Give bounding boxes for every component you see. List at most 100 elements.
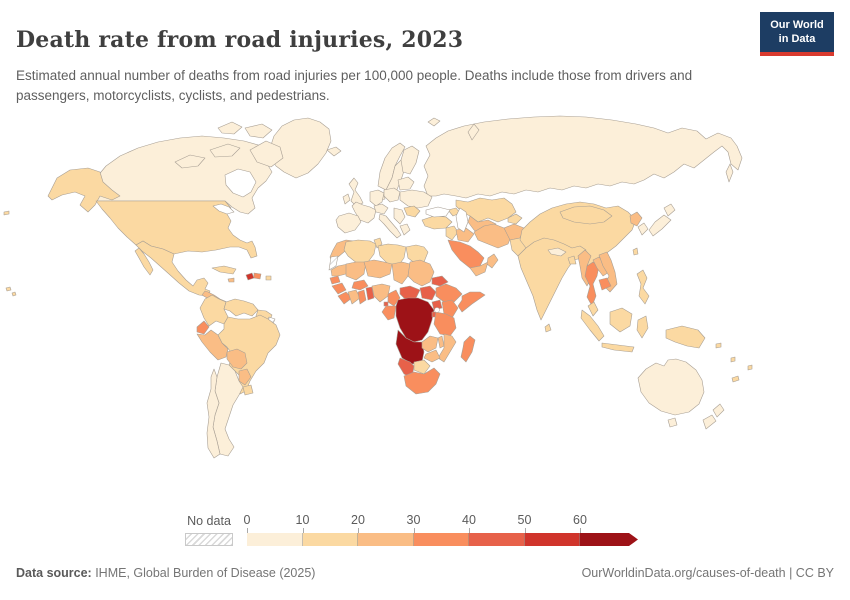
country-eritrea[interactable] [431, 275, 449, 287]
country-botswana[interactable] [413, 359, 431, 375]
legend-bin-0-10[interactable] [247, 533, 303, 546]
country-germany[interactable] [369, 189, 385, 207]
country-japan-hokkaido[interactable] [663, 203, 676, 217]
country-togo-benin[interactable] [365, 286, 375, 301]
country-nigeria[interactable] [371, 283, 391, 303]
country-new-caledonia[interactable] [731, 375, 740, 383]
country-yemen[interactable] [469, 261, 489, 277]
country-hawaii[interactable] [5, 286, 17, 297]
country-south-korea[interactable] [637, 222, 649, 236]
country-usa[interactable] [95, 200, 258, 259]
country-algeria[interactable] [343, 239, 377, 265]
country-chile[interactable] [206, 368, 221, 459]
country-greece[interactable] [399, 223, 411, 236]
country-ukraine[interactable] [399, 189, 433, 209]
country-novaya-zemlya[interactable] [467, 123, 480, 141]
country-dominican-republic[interactable] [253, 272, 262, 280]
country-canada-arctic-1[interactable] [174, 154, 206, 169]
country-saudi-arabia[interactable] [447, 239, 485, 269]
country-japan-honshu[interactable] [648, 214, 672, 237]
legend-bin-40-50[interactable] [469, 533, 525, 546]
country-canada-arctic-3[interactable] [244, 123, 273, 139]
country-kenya[interactable] [441, 299, 459, 319]
owid-logo[interactable]: Our World in Data [760, 12, 834, 56]
country-zambia[interactable] [421, 335, 439, 353]
country-senegal[interactable] [329, 275, 341, 285]
country-equatorial-guinea[interactable] [383, 301, 389, 307]
country-peru[interactable] [196, 329, 229, 361]
country-north-korea[interactable] [629, 211, 643, 227]
country-cuba[interactable] [211, 265, 237, 275]
country-tanzania[interactable] [433, 311, 457, 337]
country-sulawesi[interactable] [636, 315, 649, 339]
country-fiji[interactable] [747, 364, 753, 371]
country-vietnam[interactable] [598, 251, 618, 293]
country-romania[interactable] [403, 205, 421, 218]
country-poland[interactable] [383, 187, 401, 203]
country-egypt[interactable] [405, 244, 429, 265]
country-guinea[interactable] [331, 282, 347, 295]
country-chad[interactable] [391, 261, 411, 285]
country-libya[interactable] [377, 243, 407, 267]
country-alaska[interactable] [47, 167, 121, 213]
country-nepal[interactable] [547, 247, 567, 257]
country-zimbabwe[interactable] [423, 349, 441, 363]
country-ghana[interactable] [357, 289, 367, 305]
country-sudan[interactable] [407, 259, 435, 287]
country-russia[interactable] [423, 115, 743, 199]
country-central-europe[interactable] [373, 203, 389, 215]
country-sumatra[interactable] [580, 309, 605, 342]
country-new-zealand-north[interactable] [712, 403, 725, 418]
country-mali[interactable] [345, 261, 367, 281]
country-uruguay[interactable] [242, 384, 254, 396]
country-taiwan[interactable] [632, 247, 639, 256]
country-angola[interactable] [395, 329, 425, 365]
country-madagascar[interactable] [460, 335, 476, 363]
country-uganda[interactable] [431, 299, 443, 311]
country-bangladesh[interactable] [567, 255, 577, 265]
country-vanuatu[interactable] [730, 356, 736, 363]
country-kyrgyz-tajik[interactable] [507, 213, 523, 225]
country-venezuela[interactable] [223, 298, 259, 317]
country-jamaica[interactable] [227, 277, 235, 283]
country-sri-lanka[interactable] [544, 323, 552, 333]
country-mexico-baja[interactable] [134, 247, 154, 276]
legend-bin-10-20[interactable] [302, 533, 358, 546]
legend-bin-60+[interactable] [580, 533, 638, 546]
country-canada-arctic-2[interactable] [209, 143, 241, 158]
country-ethiopia[interactable] [435, 283, 463, 303]
country-canada-baffin[interactable] [249, 140, 284, 168]
country-solomon[interactable] [715, 342, 722, 349]
country-france[interactable] [351, 201, 377, 224]
country-uk[interactable] [348, 177, 364, 207]
country-cambodia[interactable] [598, 277, 612, 291]
country-niger[interactable] [363, 259, 393, 279]
country-mexico[interactable] [135, 240, 211, 297]
country-somalia[interactable] [457, 291, 486, 313]
country-drc[interactable] [395, 297, 435, 343]
legend-no-data-swatch[interactable] [185, 533, 233, 546]
country-canada-arctic-4[interactable] [217, 121, 243, 135]
country-bolivia[interactable] [226, 348, 248, 370]
country-sakhalin[interactable] [725, 163, 734, 183]
country-finland[interactable] [400, 145, 420, 175]
country-new-guinea[interactable] [665, 325, 706, 349]
country-borneo[interactable] [609, 307, 633, 333]
country-burkina-faso[interactable] [351, 279, 369, 291]
country-malaysia[interactable] [587, 301, 599, 317]
country-western-sahara[interactable] [328, 255, 339, 271]
country-haiti[interactable] [245, 272, 255, 281]
country-ecuador[interactable] [196, 320, 210, 335]
country-tasmania[interactable] [667, 417, 678, 428]
country-iceland[interactable] [326, 146, 342, 157]
footer-license[interactable]: OurWorldinData.org/causes-of-death | CC … [581, 566, 834, 580]
country-italy[interactable] [378, 213, 402, 239]
country-svalbard[interactable] [427, 117, 441, 127]
country-south-sudan[interactable] [419, 285, 437, 301]
legend-bin-50-60[interactable] [524, 533, 580, 546]
country-aleutian-speck[interactable] [3, 210, 10, 216]
country-baltics-belarus[interactable] [397, 176, 415, 191]
country-gabon-congo[interactable] [381, 305, 397, 321]
country-balkans[interactable] [393, 207, 406, 225]
country-syria-levant[interactable] [445, 225, 459, 241]
